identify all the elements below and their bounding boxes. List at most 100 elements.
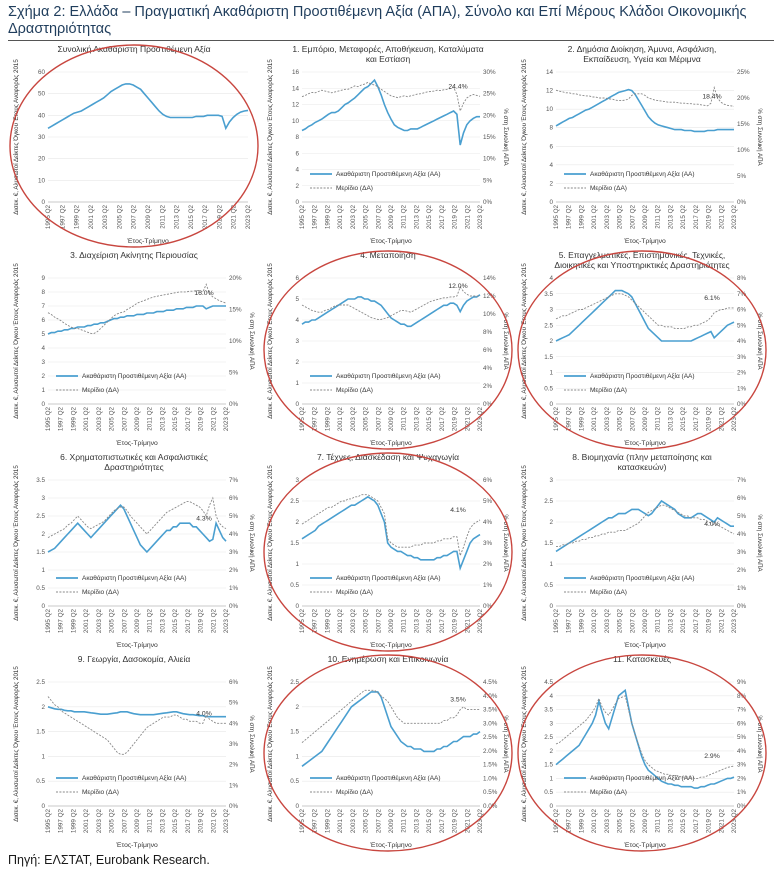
x-tick-label: 2013 Q2 bbox=[159, 407, 166, 432]
x-tick-label: 2023 Q2 bbox=[477, 205, 484, 230]
x-tick-label: 2019 Q2 bbox=[452, 809, 459, 834]
y2-tick-label: 10% bbox=[737, 147, 750, 154]
y2-tick-label: 4% bbox=[483, 519, 493, 526]
series-line-share bbox=[555, 293, 734, 329]
y-tick-label: 2.5 bbox=[290, 498, 299, 505]
y2-tick-label: 10% bbox=[229, 338, 242, 345]
x-tick-label: 2021 Q2 bbox=[464, 205, 471, 230]
x-tick-label: 1995 Q2 bbox=[45, 205, 52, 230]
y-tick-label: 6 bbox=[41, 317, 45, 324]
y2-tick-label: 25% bbox=[737, 69, 750, 76]
y2-tick-label: 3% bbox=[737, 762, 747, 769]
x-tick-label: 2015 Q2 bbox=[188, 205, 195, 230]
chart-panel-2: 2. Δημόσια Διοίκηση, Άμυνα, Ασφάλιση, Εκπ… bbox=[516, 42, 768, 246]
y2-tick-label: 20% bbox=[737, 95, 750, 102]
x-tick-label: 2001 Q2 bbox=[591, 205, 598, 230]
y-tick-label: 12 bbox=[292, 102, 300, 109]
y-tick-label: 8 bbox=[41, 289, 45, 296]
y2-tick-label: 1% bbox=[229, 585, 239, 592]
y-tick-label: 3 bbox=[295, 338, 299, 345]
x-tick-label: 2023 Q2 bbox=[245, 205, 252, 230]
y-tick-label: 30 bbox=[38, 134, 46, 141]
y-tick-label: 1 bbox=[41, 387, 45, 394]
y2-tick-label: 1.5% bbox=[483, 762, 498, 769]
y-tick-label: 2.5 bbox=[544, 734, 553, 741]
highlight-circle bbox=[263, 654, 513, 852]
y2-tick-label: 5% bbox=[737, 513, 747, 520]
y-tick-label: 2.5 bbox=[290, 679, 299, 686]
x-tick-label: 2001 Q2 bbox=[591, 609, 598, 634]
x-tick-label: 2009 Q2 bbox=[388, 205, 395, 230]
y-axis-label: Δισεκ. €, Αλυσωτοί Δείκτες Όγκου Έτους Α… bbox=[521, 666, 528, 822]
y2-tick-label: 4.0% bbox=[483, 693, 498, 700]
x-tick-label: 2011 Q2 bbox=[401, 205, 408, 229]
x-tick-label: 2009 Q2 bbox=[388, 609, 395, 634]
chart-svg: 8. Βιομηχανία (πλην μεταποίησης καικατασ… bbox=[521, 452, 763, 649]
y-tick-label: 0.5 bbox=[36, 585, 45, 592]
x-tick-label: 2015 Q2 bbox=[172, 609, 179, 634]
x-tick-label: 2013 Q2 bbox=[413, 407, 420, 432]
x-axis-label: Έτος-Τρίμηνο bbox=[623, 641, 666, 649]
x-tick-label: 2013 Q2 bbox=[413, 609, 420, 634]
x-tick-label: 2019 Q2 bbox=[706, 407, 713, 432]
x-tick-label: 2023 Q2 bbox=[223, 609, 230, 634]
x-tick-label: 2015 Q2 bbox=[172, 809, 179, 834]
x-tick-label: 2003 Q2 bbox=[604, 809, 611, 834]
y-axis-label: Δισεκ. €, Αλυσωτοί Δείκτες Όγκου Έτους Α… bbox=[267, 59, 274, 215]
x-tick-label: 2007 Q2 bbox=[121, 609, 128, 634]
y2-tick-label: 7% bbox=[229, 477, 239, 484]
x-tick-label: 2009 Q2 bbox=[388, 407, 395, 432]
x-tick-label: 2017 Q2 bbox=[185, 609, 192, 634]
chart-panel-7: 7. Τέχνες, Διασκέδαση και Ψυχαγωγία 0 0.5 1… bbox=[262, 450, 514, 652]
y2-tick-label: 0% bbox=[737, 401, 747, 408]
x-axis-label: Έτος-Τρίμηνο bbox=[115, 841, 158, 849]
highlight-circle bbox=[517, 250, 767, 450]
chart-svg: Συνολική Ακαθάριστη Προστιθέμενη Αξία 0 10… bbox=[9, 44, 259, 248]
y2-tick-label: 12% bbox=[483, 293, 496, 300]
legend-label-share: Μερίδιο (ΔΑ) bbox=[590, 788, 627, 796]
y-tick-label: 1 bbox=[549, 561, 553, 568]
x-tick-label: 2019 Q2 bbox=[198, 809, 205, 834]
y-tick-label: 0.5 bbox=[544, 385, 553, 392]
legend-label-gva: Ακαθάριστη Προστιθέμενη Αξία (ΑΑ) bbox=[336, 774, 441, 782]
x-tick-label: 2007 Q2 bbox=[121, 809, 128, 834]
x-tick-label: 2011 Q2 bbox=[655, 809, 662, 833]
y-tick-label: 1 bbox=[549, 775, 553, 782]
y-tick-label: 5 bbox=[295, 296, 299, 303]
y2-tick-label: 8% bbox=[483, 329, 493, 336]
x-tick-label: 2015 Q2 bbox=[426, 609, 433, 634]
x-tick-label: 1995 Q2 bbox=[299, 609, 306, 634]
y-tick-label: 8 bbox=[549, 125, 553, 132]
y2-tick-label: 3% bbox=[229, 741, 239, 748]
y2-axis-label: % στη Συνολική ΑΠΑ bbox=[756, 715, 763, 773]
x-tick-label: 1997 Q2 bbox=[59, 205, 66, 230]
x-axis-label: Έτος-Τρίμηνο bbox=[623, 439, 666, 447]
source-note: Πηγή: ΕΛΣΤΑΤ, Eurobank Research. bbox=[8, 853, 210, 867]
y2-tick-label: 6% bbox=[229, 679, 239, 686]
y2-tick-label: 0% bbox=[229, 603, 239, 610]
chart-title: Διοικητικές και Υποστηρικτικές Δραστηριό… bbox=[554, 260, 729, 270]
x-tick-label: 2019 Q2 bbox=[198, 407, 205, 432]
x-tick-label: 2003 Q2 bbox=[96, 609, 103, 634]
highlight-circle bbox=[9, 44, 259, 248]
series-line-gva bbox=[301, 691, 481, 767]
y2-tick-label: 2% bbox=[483, 561, 493, 568]
y-tick-label: 1 bbox=[295, 561, 299, 568]
x-tick-label: 2001 Q2 bbox=[591, 407, 598, 432]
x-tick-label: 2011 Q2 bbox=[147, 609, 154, 633]
x-tick-label: 1997 Q2 bbox=[312, 809, 319, 834]
y2-tick-label: 2% bbox=[737, 370, 747, 377]
y-axis-label: Δισεκ. €, Αλυσωτοί Δείκτες Όγκου Έτους Α… bbox=[521, 59, 528, 215]
x-tick-label: 2015 Q2 bbox=[172, 407, 179, 432]
y-tick-label: 3.5 bbox=[36, 477, 45, 484]
x-tick-label: 2007 Q2 bbox=[629, 809, 636, 834]
y2-axis-label: % στη Συνολική ΑΠΑ bbox=[502, 715, 509, 773]
share-annotation: 4.1% bbox=[450, 507, 466, 514]
y-tick-label: 3 bbox=[549, 307, 553, 314]
y2-tick-label: 0% bbox=[483, 199, 493, 206]
x-tick-label: 2013 Q2 bbox=[413, 809, 420, 834]
x-tick-label: 2009 Q2 bbox=[642, 205, 649, 230]
y-tick-label: 40 bbox=[38, 112, 46, 119]
series-line-share bbox=[301, 286, 480, 320]
y2-tick-label: 15% bbox=[737, 121, 750, 128]
